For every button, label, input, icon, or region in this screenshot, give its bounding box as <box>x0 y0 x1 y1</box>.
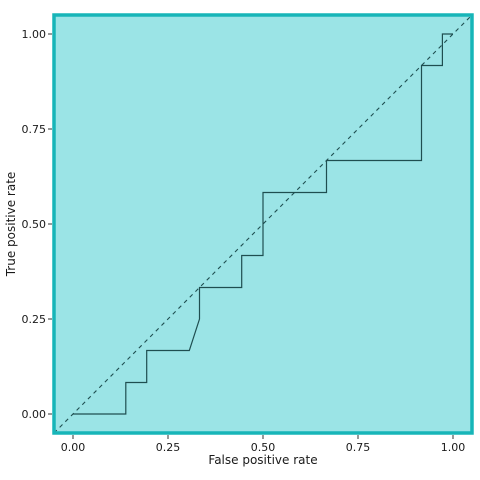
x-axis: 0.00 0.25 0.50 0.75 1.00 <box>61 435 466 454</box>
x-tick-label: 0.00 <box>61 441 86 454</box>
y-tick-label: 1.00 <box>22 28 47 41</box>
plot-frame <box>52 13 474 435</box>
y-tick-label: 0.50 <box>22 218 47 231</box>
y-axis: 0.00 0.25 0.50 0.75 1.00 <box>22 28 52 421</box>
series-layer <box>54 15 472 433</box>
y-tick-label: 0.75 <box>22 123 47 136</box>
x-tick-label: 0.50 <box>251 441 276 454</box>
roc-curve-line <box>73 33 453 415</box>
x-tick-label: 1.00 <box>441 441 466 454</box>
x-axis-label: False positive rate <box>208 453 317 467</box>
y-axis-label: True positive rate <box>4 172 18 278</box>
y-tick-label: 0.00 <box>22 408 47 421</box>
x-tick-label: 0.75 <box>346 441 371 454</box>
x-tick-label: 0.25 <box>156 441 181 454</box>
y-tick-label: 0.25 <box>22 313 47 326</box>
chance-diagonal-line <box>54 15 472 433</box>
